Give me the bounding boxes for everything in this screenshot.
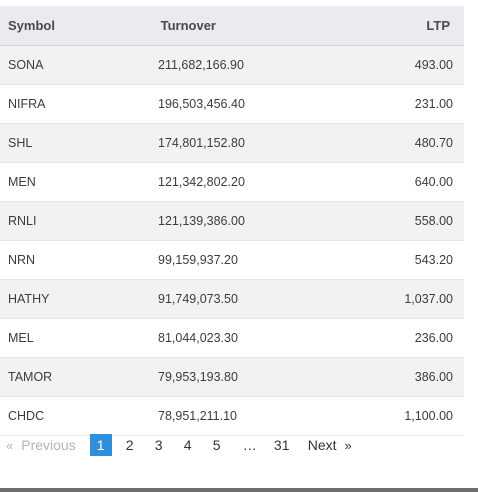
cell-ltp: 236.00 [360, 318, 464, 358]
cell-symbol: MEL [0, 318, 158, 358]
pagination-ellipsis: … [242, 437, 257, 453]
cell-turnover: 211,682,166.90 [158, 45, 360, 85]
header-row: Symbol Turnover LTP [0, 6, 464, 46]
table-row: RNLI 121,139,386.00 558.00 [0, 201, 464, 241]
previous-page-button[interactable]: « Previous [6, 437, 76, 453]
page-button-4[interactable]: 4 [183, 437, 192, 453]
table-row: SHL 174,801,152.80 480.70 [0, 123, 464, 163]
column-header-turnover[interactable]: Turnover [158, 6, 360, 46]
cell-symbol: RNLI [0, 201, 158, 241]
page-button-3[interactable]: 3 [154, 437, 163, 453]
table-header: Symbol Turnover LTP [0, 6, 464, 46]
bottom-divider [0, 488, 478, 492]
cell-turnover: 196,503,456.40 [158, 84, 360, 124]
table-row: HATHY 91,749,073.50 1,037.00 [0, 279, 464, 319]
column-header-symbol[interactable]: Symbol [0, 6, 158, 46]
cell-turnover: 121,342,802.20 [158, 162, 360, 202]
cell-turnover: 79,953,193.80 [158, 357, 360, 397]
table-row: NRN 99,159,937.20 543.20 [0, 240, 464, 280]
page-button-1[interactable]: 1 [89, 434, 112, 456]
pagination: « Previous 1 2 3 4 5 … 31 Next » [6, 434, 352, 456]
cell-symbol: HATHY [0, 279, 158, 319]
cell-ltp: 558.00 [360, 201, 464, 241]
table-row: TAMOR 79,953,193.80 386.00 [0, 357, 464, 397]
cell-ltp: 640.00 [360, 162, 464, 202]
cell-ltp: 543.20 [360, 240, 464, 280]
previous-label: Previous [21, 437, 76, 453]
table-body: SONA 211,682,166.90 493.00 NIFRA 196,503… [0, 45, 464, 436]
cell-symbol: CHDC [0, 396, 158, 436]
page-button-last[interactable]: 31 [273, 437, 290, 453]
cell-symbol: NRN [0, 240, 158, 280]
table-row: MEN 121,342,802.20 640.00 [0, 162, 464, 202]
cell-turnover: 78,951,211.10 [158, 396, 360, 436]
cell-symbol: MEN [0, 162, 158, 202]
cell-symbol: SHL [0, 123, 158, 163]
cell-ltp: 480.70 [360, 123, 464, 163]
cell-ltp: 386.00 [360, 357, 464, 397]
double-chevron-left-icon: « [6, 437, 14, 453]
cell-symbol: TAMOR [0, 357, 158, 397]
table-row: SONA 211,682,166.90 493.00 [0, 45, 464, 85]
cell-turnover: 81,044,023.30 [158, 318, 360, 358]
next-label: Next [307, 437, 337, 453]
cell-ltp: 493.00 [360, 45, 464, 85]
cell-turnover: 91,749,073.50 [158, 279, 360, 319]
cell-symbol: NIFRA [0, 84, 158, 124]
cell-turnover: 99,159,937.20 [158, 240, 360, 280]
turnover-table-container: Symbol Turnover LTP SONA 211,682,166.90 … [0, 6, 464, 436]
cell-turnover: 121,139,386.00 [158, 201, 360, 241]
page-button-2[interactable]: 2 [125, 437, 134, 453]
cell-ltp: 231.00 [360, 84, 464, 124]
page-button-5[interactable]: 5 [212, 437, 221, 453]
table-row: MEL 81,044,023.30 236.00 [0, 318, 464, 358]
column-header-ltp[interactable]: LTP [360, 6, 464, 46]
table-row: NIFRA 196,503,456.40 231.00 [0, 84, 464, 124]
table-row: CHDC 78,951,211.10 1,100.00 [0, 396, 464, 436]
cell-symbol: SONA [0, 45, 158, 85]
double-chevron-right-icon: » [344, 437, 352, 453]
turnover-table: Symbol Turnover LTP SONA 211,682,166.90 … [0, 6, 464, 436]
right-gutter [464, 0, 478, 488]
cell-ltp: 1,037.00 [360, 279, 464, 319]
cell-ltp: 1,100.00 [360, 396, 464, 436]
cell-turnover: 174,801,152.80 [158, 123, 360, 163]
next-page-button[interactable]: Next » [308, 437, 352, 453]
